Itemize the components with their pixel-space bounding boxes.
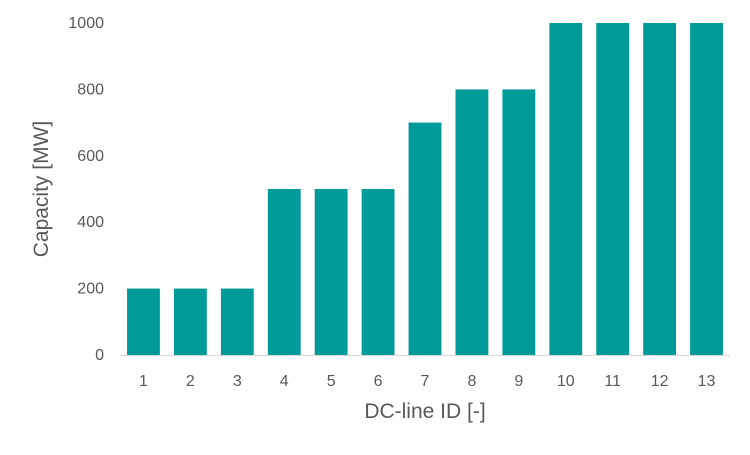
x-axis-title: DC-line ID [-] (364, 400, 485, 423)
bar (549, 23, 583, 355)
y-axis-ticks: 0 200 400 600 800 1000 (68, 15, 104, 364)
bars-group (127, 23, 723, 356)
bar (455, 89, 489, 356)
x-tick-label: 7 (421, 373, 430, 390)
x-tick-label: 12 (651, 373, 669, 390)
bar (127, 288, 160, 355)
bar (690, 23, 723, 355)
x-tick-label: 9 (514, 373, 523, 390)
x-tick-label: 10 (557, 373, 575, 390)
x-tick-label: 1 (139, 373, 148, 390)
x-tick-label: 3 (233, 373, 242, 390)
y-tick-label: 200 (77, 281, 104, 298)
bar (314, 189, 348, 355)
y-tick-label: 1000 (68, 15, 104, 32)
bar (267, 189, 301, 355)
y-tick-label: 400 (77, 214, 104, 231)
y-tick-label: 600 (77, 148, 104, 165)
x-tick-label: 5 (327, 373, 336, 390)
bar (408, 122, 442, 355)
bar (596, 23, 630, 355)
y-tick-label: 0 (95, 347, 104, 364)
x-tick-label: 6 (374, 373, 383, 390)
x-tick-label: 8 (467, 373, 476, 390)
bar (220, 288, 254, 355)
bar (361, 189, 395, 355)
bar (502, 89, 536, 356)
bar (643, 23, 677, 355)
y-tick-label: 800 (77, 81, 104, 98)
x-tick-label: 11 (604, 373, 621, 390)
x-tick-label: 4 (280, 373, 289, 390)
x-tick-label: 13 (698, 373, 716, 390)
bar (173, 288, 207, 355)
x-axis-ticks: 1 2 3 4 5 6 7 8 9 10 11 12 13 (139, 373, 716, 390)
y-axis-title: Capacity [MW] (30, 121, 53, 258)
x-tick-label: 2 (186, 373, 195, 390)
